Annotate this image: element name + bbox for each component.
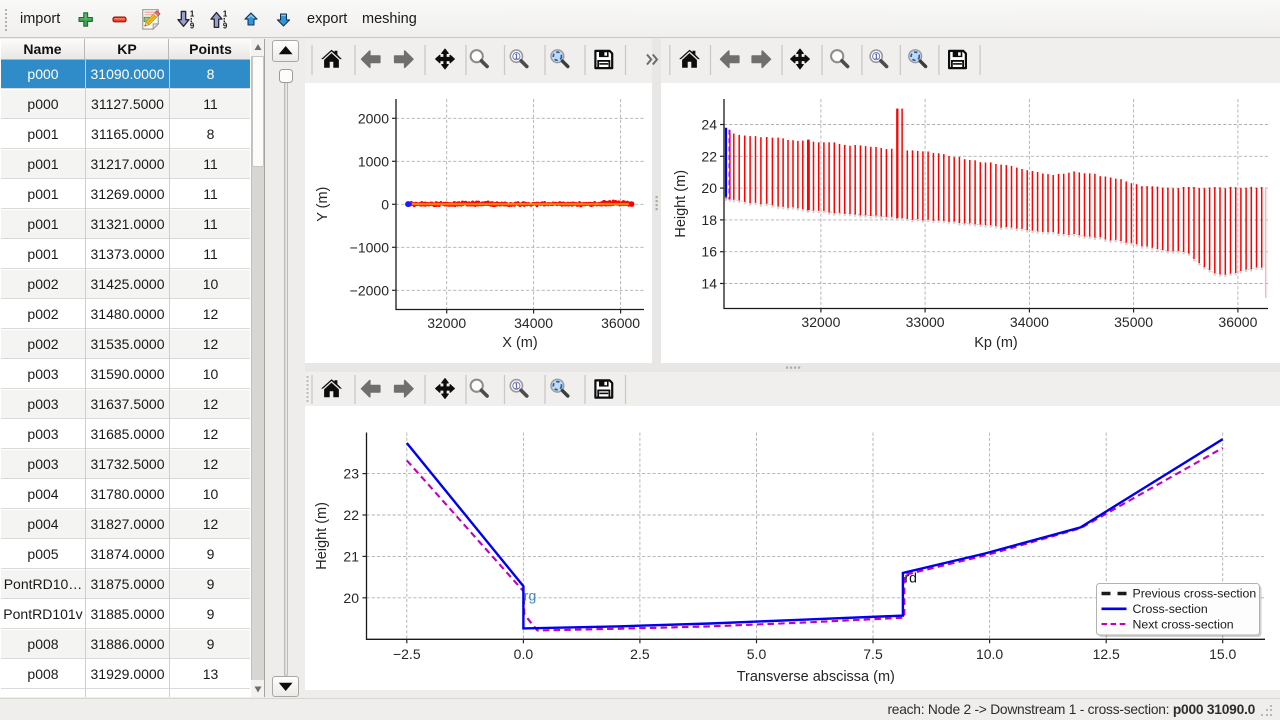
svg-text:5.0: 5.0 xyxy=(747,646,767,662)
svg-text:14: 14 xyxy=(701,276,717,292)
svg-text:22: 22 xyxy=(343,507,359,523)
svg-text:15.0: 15.0 xyxy=(1209,646,1236,662)
svg-text:7.5: 7.5 xyxy=(863,646,883,662)
svg-text:X (m): X (m) xyxy=(502,335,537,351)
svg-text:10.0: 10.0 xyxy=(976,646,1003,662)
svg-text:1000: 1000 xyxy=(358,153,389,169)
svg-text:32000: 32000 xyxy=(801,314,840,330)
svg-text:34000: 34000 xyxy=(1010,314,1049,330)
svg-text:16: 16 xyxy=(701,244,717,260)
svg-text:2.5: 2.5 xyxy=(630,646,650,662)
svg-text:Height (m): Height (m) xyxy=(314,502,330,570)
svg-text:24: 24 xyxy=(701,117,717,133)
svg-text:rg: rg xyxy=(524,588,536,604)
svg-text:21: 21 xyxy=(343,548,359,564)
svg-text:35000: 35000 xyxy=(1114,314,1153,330)
svg-text:36000: 36000 xyxy=(1218,314,1257,330)
svg-text:Kp (m): Kp (m) xyxy=(974,335,1018,351)
svg-text:0.0: 0.0 xyxy=(514,646,534,662)
svg-text:−1000: −1000 xyxy=(350,239,390,255)
svg-text:22: 22 xyxy=(701,148,717,164)
svg-text:−2000: −2000 xyxy=(350,282,390,298)
svg-text:Transverse abscissa (m): Transverse abscissa (m) xyxy=(737,669,895,685)
svg-text:Cross-section: Cross-section xyxy=(1133,602,1208,616)
svg-text:−2.5: −2.5 xyxy=(393,646,421,662)
svg-text:34000: 34000 xyxy=(514,315,553,331)
svg-text:Height (m): Height (m) xyxy=(673,170,689,238)
svg-text:Y (m): Y (m) xyxy=(315,187,331,222)
svg-text:20: 20 xyxy=(701,180,717,196)
svg-text:12.5: 12.5 xyxy=(1093,646,1120,662)
svg-text:Previous cross-section: Previous cross-section xyxy=(1133,587,1257,601)
svg-text:Next cross-section: Next cross-section xyxy=(1133,617,1234,631)
svg-text:2000: 2000 xyxy=(358,110,389,126)
svg-text:18: 18 xyxy=(701,212,717,228)
svg-text:32000: 32000 xyxy=(427,315,466,331)
svg-text:36000: 36000 xyxy=(601,315,640,331)
svg-text:20: 20 xyxy=(343,590,359,606)
svg-text:0: 0 xyxy=(381,196,389,212)
svg-text:23: 23 xyxy=(343,466,359,482)
svg-text:33000: 33000 xyxy=(906,314,945,330)
svg-text:rd: rd xyxy=(905,570,917,586)
